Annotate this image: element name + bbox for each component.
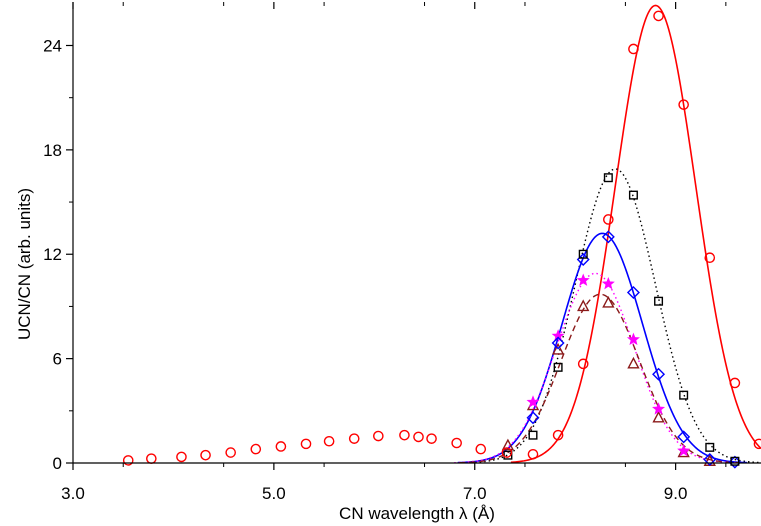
data-point-diamond (551, 336, 565, 350)
data-point-triangle (602, 295, 615, 308)
x-axis-title: CN wavelength λ (Å) (339, 504, 495, 523)
data-point-circle (552, 429, 564, 441)
y-tick-label: 6 (53, 350, 62, 369)
data-point-circle (413, 431, 424, 443)
data-point-circle (373, 430, 384, 442)
data-point-square (654, 296, 664, 306)
fit-curve-triangle (459, 293, 741, 464)
data-point-triangle (577, 299, 590, 312)
data-point-square (553, 362, 563, 372)
data-point-diamond (526, 411, 540, 425)
data-point-square (628, 190, 638, 200)
data-point-square (578, 249, 588, 259)
x-tick-label: 9.0 (664, 484, 688, 503)
data-point-square (705, 442, 715, 452)
data-point-circle (122, 455, 134, 466)
data-point-square (603, 173, 613, 183)
data-point-star (576, 273, 590, 286)
data-point-circle (603, 214, 614, 225)
y-tick-label: 0 (53, 454, 62, 473)
data-point-square (528, 430, 538, 440)
data-point-circle (176, 451, 187, 463)
y-tick-label: 18 (43, 141, 62, 160)
y-axis-title: UCN/CN (arb. units) (15, 188, 34, 340)
data-point-circle (475, 443, 487, 455)
data-point-triangle (627, 356, 640, 369)
data-point-circle (527, 449, 539, 460)
data-point-circle (323, 435, 335, 447)
data-point-diamond (677, 430, 691, 444)
data-point-circle (146, 453, 157, 464)
fit-curve-star (454, 272, 736, 464)
data-point-circle (225, 447, 236, 458)
data-point-star (677, 443, 691, 457)
data-point-square (503, 450, 513, 460)
data-point-star (601, 276, 615, 290)
data-point-circle (300, 438, 312, 450)
fit-curve-square (470, 168, 761, 464)
data-point-circle (451, 437, 462, 449)
data-point-circle (577, 358, 589, 370)
x-tick-label: 7.0 (463, 484, 487, 503)
data-point-square (730, 456, 740, 466)
data-point-diamond (626, 286, 640, 300)
data-point-circle (399, 429, 410, 441)
data-point-circle (348, 433, 360, 444)
data-point-circle (653, 10, 664, 22)
y-tick-label: 24 (43, 36, 62, 55)
data-point-circle (200, 449, 211, 461)
data-point-diamond (601, 230, 615, 244)
data-point-triangle (501, 438, 515, 451)
data-point-star (526, 395, 540, 408)
axes: 3.0 5.0 7.0 9.0 0 6 12 18 24 (43, 2, 761, 503)
data-point-star (652, 402, 666, 415)
data-point-diamond (703, 453, 717, 467)
data-point-circle (628, 43, 639, 55)
y-tick-label: 12 (43, 245, 62, 264)
data-point-circle (501, 447, 513, 458)
data-point-circle (426, 433, 437, 444)
fit-curves (454, 4, 761, 464)
data-point-triangle (551, 342, 565, 355)
data-point-circle (753, 438, 761, 450)
data-point-square (679, 390, 689, 400)
data-point-triangle (652, 410, 665, 423)
data-point-circle (678, 99, 689, 110)
data-point-diamond (652, 367, 666, 381)
x-tick-label: 5.0 (262, 484, 286, 503)
fit-curve-circle (510, 4, 761, 464)
data-markers (122, 10, 761, 469)
data-point-star (551, 329, 565, 342)
x-tick-label: 3.0 (61, 484, 85, 503)
data-point-circle (729, 377, 741, 389)
data-point-star (626, 332, 640, 346)
data-point-circle (704, 252, 716, 264)
data-point-circle (250, 443, 262, 455)
data-point-circle (275, 441, 287, 452)
